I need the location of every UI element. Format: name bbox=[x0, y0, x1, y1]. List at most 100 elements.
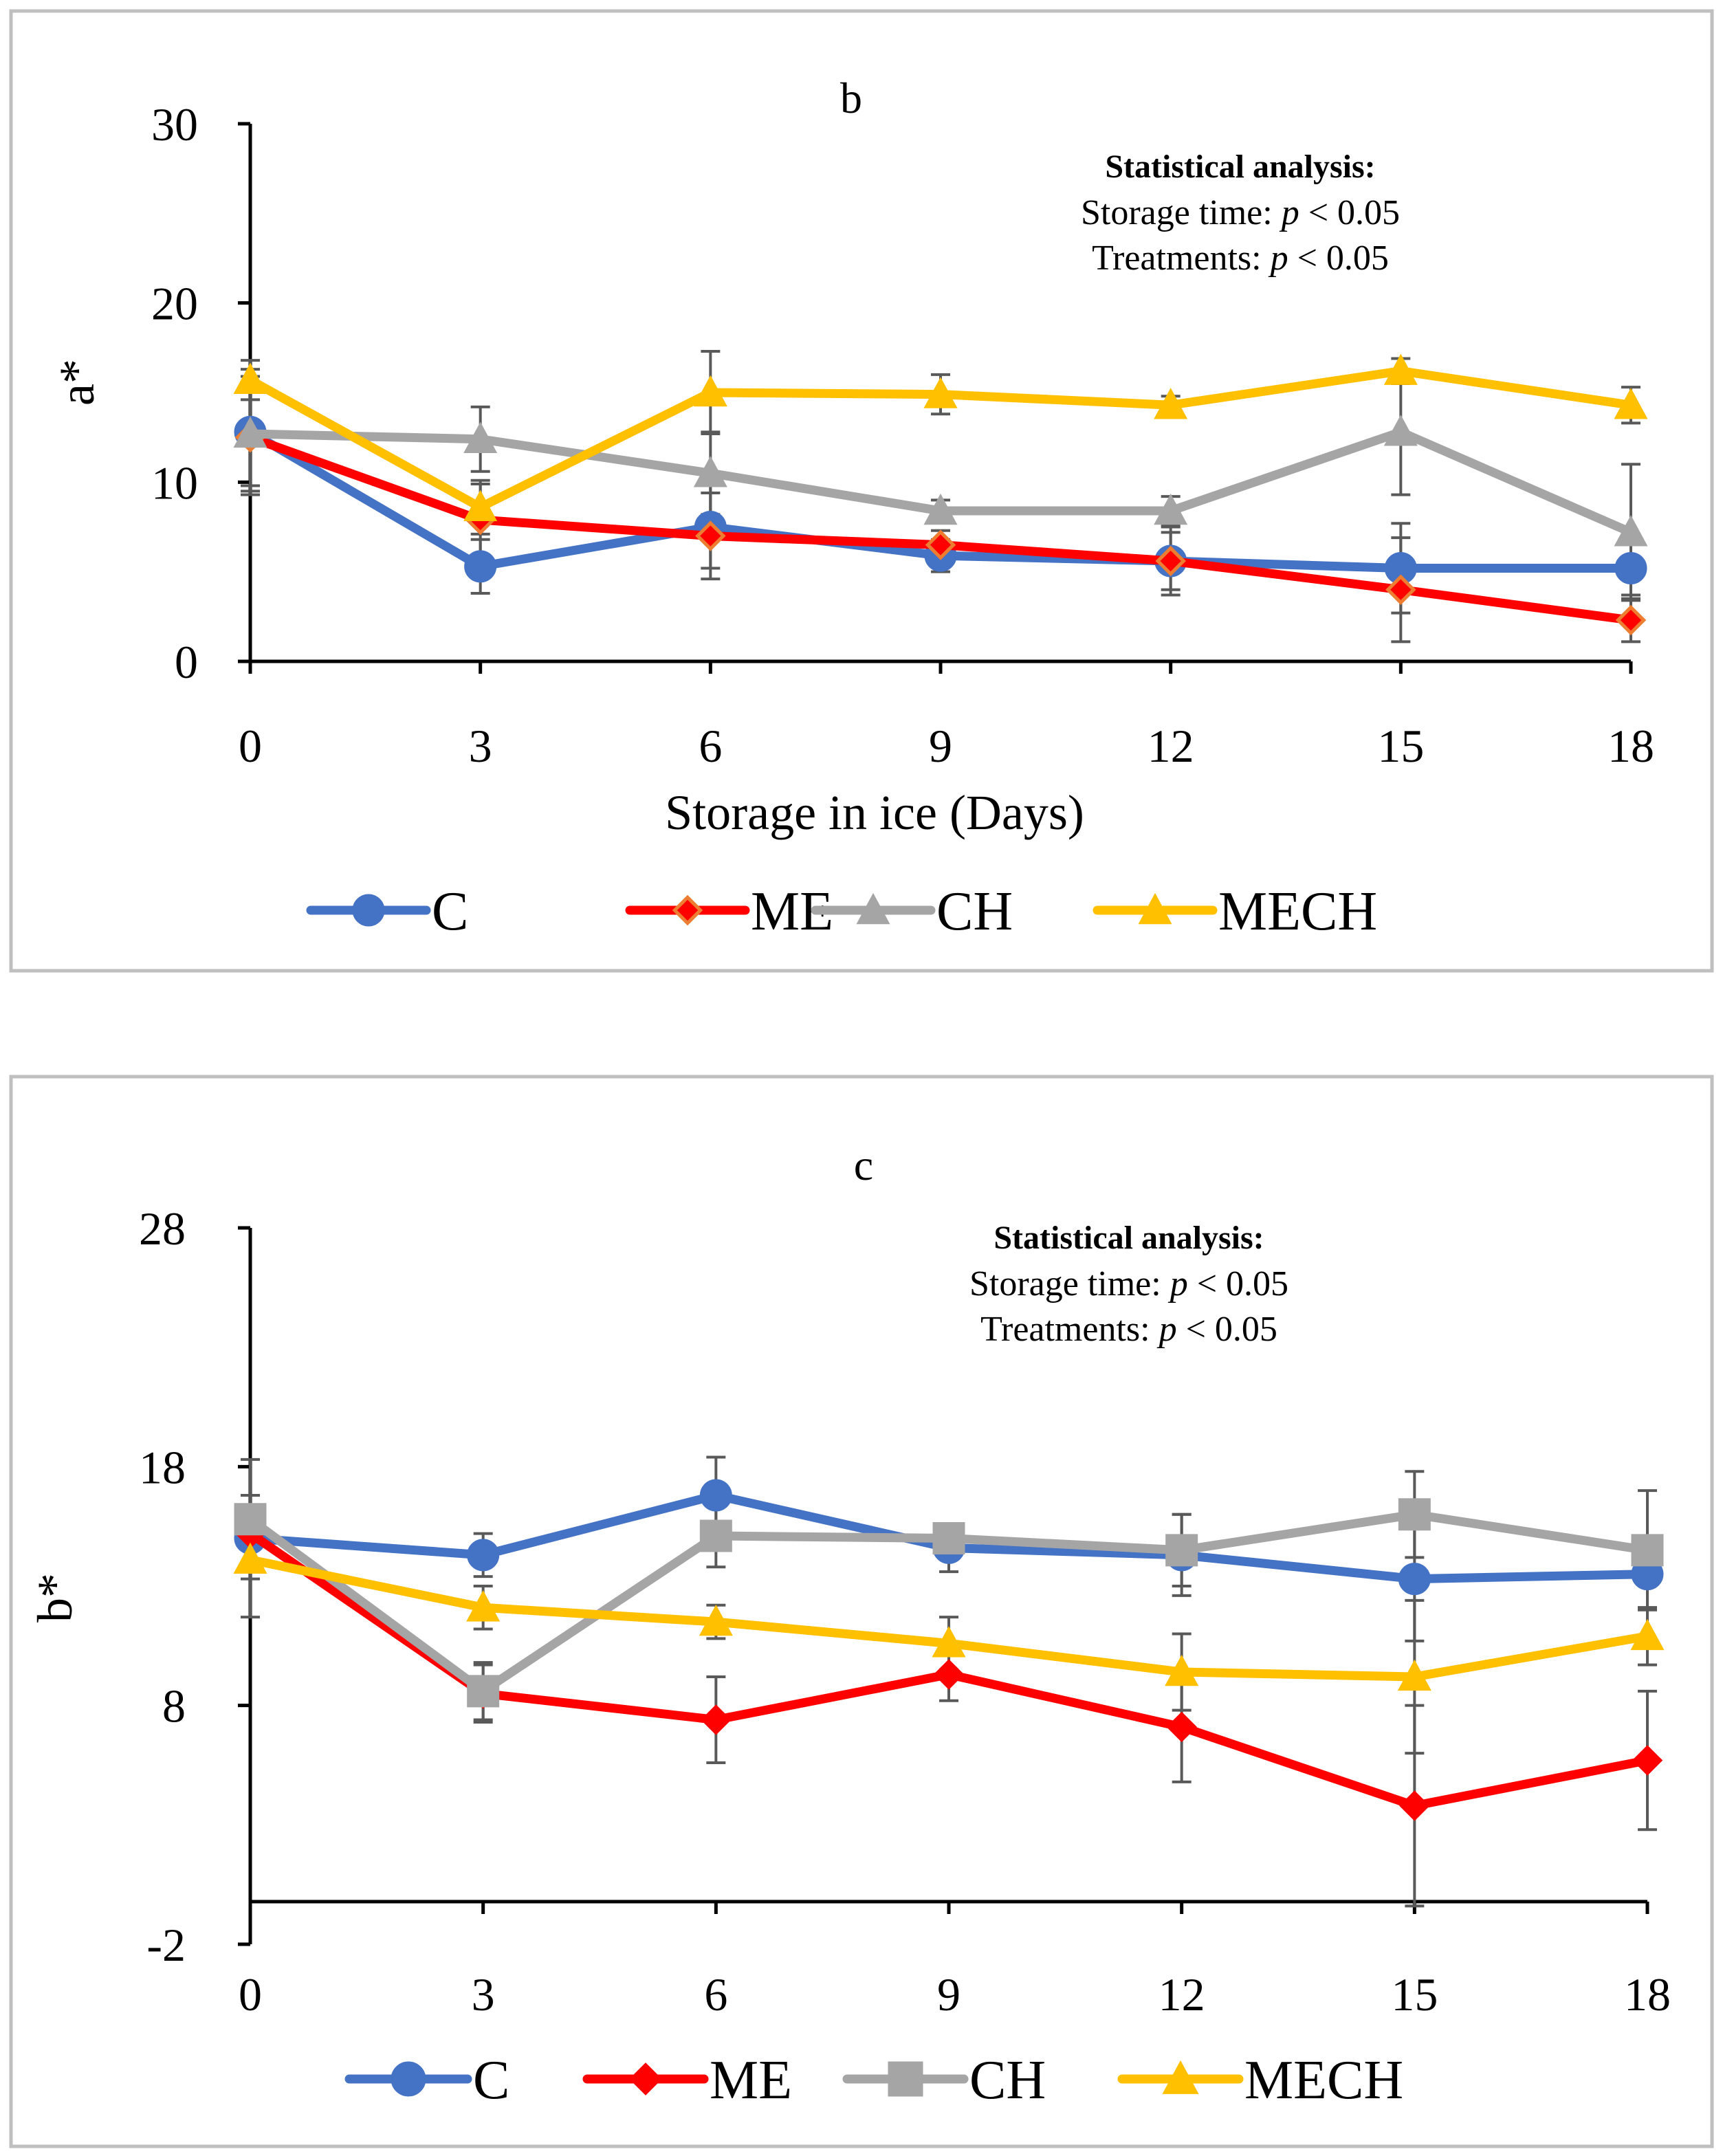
legend-label: MECH bbox=[1244, 2050, 1403, 2111]
panel-b-stats-treatments: Treatments: p < 0.05 bbox=[1092, 239, 1389, 278]
legend-label: MECH bbox=[1218, 881, 1377, 942]
legend-marker bbox=[856, 892, 890, 925]
panel-b-y-axis-title: a* bbox=[50, 359, 105, 406]
panel-b-x-axis-title: Storage in ice (Days) bbox=[665, 785, 1084, 840]
panel-c-point-mech bbox=[233, 1542, 267, 1574]
panel-b-point-ch bbox=[1383, 415, 1418, 446]
panel-b-point-mech bbox=[233, 362, 267, 394]
panel-b-x-tick-label: 12 bbox=[1148, 720, 1194, 772]
panel-b-legend-item-c: C bbox=[306, 881, 468, 942]
panel-b-stats-storage-time: Storage time: p < 0.05 bbox=[1081, 193, 1400, 232]
panel-c-y-tick-label: 28 bbox=[139, 1202, 186, 1255]
panel-b-point-me bbox=[695, 520, 726, 551]
panel-c-stats: Statistical analysis: Storage time: p < … bbox=[969, 1220, 1288, 1349]
panel-b-x-tick-label: 6 bbox=[699, 720, 722, 772]
panel-b-stats-title: Statistical analysis: bbox=[1105, 148, 1375, 185]
panel-c-point-c bbox=[699, 1479, 732, 1512]
panel-c-x-tick-label: 3 bbox=[472, 1968, 495, 2021]
panel-c-stats-treatments: Treatments: p < 0.05 bbox=[980, 1310, 1277, 1349]
legend-marker bbox=[888, 2061, 923, 2097]
panel-b-point-me bbox=[1615, 604, 1647, 636]
panel-c-point-mech bbox=[699, 1604, 733, 1636]
panel-b-point-ch bbox=[233, 416, 267, 448]
panel-b-legend: C ME CH MECH bbox=[306, 881, 1377, 942]
panel-b-y-tick-label: 20 bbox=[151, 278, 198, 330]
panel-c-point-c bbox=[1398, 1563, 1431, 1596]
panel-b-point-me bbox=[1385, 574, 1416, 605]
panel-c-y-axis-title: b* bbox=[28, 1573, 83, 1622]
panel-c-point-mech bbox=[1165, 1654, 1199, 1686]
panel-b-point-mech bbox=[1154, 388, 1188, 419]
panel-c-stats-storage-time: Storage time: p < 0.05 bbox=[969, 1264, 1288, 1304]
panel-b-x-tick-label: 9 bbox=[929, 720, 952, 772]
panel-c-legend-item-c: C bbox=[344, 2050, 509, 2111]
panel-c: c Statistical analysis: Storage time: p … bbox=[9, 1075, 1714, 2148]
panel-b-x-tick-label: 3 bbox=[469, 720, 492, 772]
panel-c-point-mech bbox=[466, 1590, 501, 1622]
panel-c-y-tick-label: 18 bbox=[139, 1441, 186, 1493]
panel-b-point-me bbox=[925, 529, 956, 560]
panel-c-point-ch bbox=[234, 1503, 267, 1536]
panel-c-plot: -2 8 18 28 0 3 6 9 12 15 18 bbox=[139, 1202, 1671, 2021]
panel-b-y-tick-label: 30 bbox=[151, 98, 198, 151]
panel-c-point-mech bbox=[1397, 1659, 1431, 1691]
panel-b-point-ch bbox=[923, 493, 958, 525]
panel-c-x-tick-label: 0 bbox=[239, 1968, 262, 2021]
panel-c-point-ch bbox=[1631, 1534, 1664, 1567]
panel-b-y-tick-label: 0 bbox=[175, 636, 198, 688]
panel-b-point-ch bbox=[693, 456, 727, 487]
panel-b-point-mech bbox=[693, 375, 727, 407]
legend-label: ME bbox=[710, 2050, 792, 2111]
legend-label: CH bbox=[936, 881, 1013, 942]
panel-b-plot: 0 10 20 30 0 3 6 9 12 15 18 bbox=[151, 98, 1654, 772]
panel-c-point-ch bbox=[699, 1519, 732, 1552]
panel-b-point-mech bbox=[1614, 388, 1648, 419]
panel-c-frame bbox=[9, 1075, 1714, 2148]
legend-marker bbox=[629, 2062, 662, 2096]
legend-marker bbox=[1162, 2060, 1199, 2094]
panel-c-point-ch bbox=[467, 1675, 500, 1708]
panel-b-point-ch bbox=[1614, 515, 1648, 547]
panel-b-x-tick-label: 18 bbox=[1607, 720, 1654, 772]
panel-c-point-me bbox=[1166, 1711, 1197, 1743]
panel-b-legend-item-ch: CH bbox=[811, 881, 1013, 942]
panel-b-x-tick-label: 0 bbox=[239, 720, 262, 772]
panel-b-point-me bbox=[1155, 545, 1186, 577]
panel-b-point-c bbox=[1614, 551, 1647, 584]
panel-b-point-ch bbox=[463, 421, 498, 453]
panel-c-point-ch bbox=[932, 1522, 965, 1555]
panel-c-point-ch bbox=[1165, 1534, 1198, 1567]
panel-b-point-mech bbox=[463, 490, 498, 522]
panel-b-letter: b bbox=[840, 74, 862, 122]
panel-c-legend: C ME CH MECH bbox=[344, 2050, 1403, 2111]
panel-b-stats: Statistical analysis: Storage time: p < … bbox=[1081, 148, 1400, 278]
panel-c-x-tick-label: 15 bbox=[1391, 1968, 1438, 2021]
panel-c-point-ch bbox=[1398, 1498, 1431, 1531]
panel-c-x-tick-label: 12 bbox=[1159, 1968, 1205, 2021]
panel-b-y-tick-label: 10 bbox=[151, 456, 198, 509]
panel-c-point-me bbox=[1632, 1745, 1663, 1776]
panel-b-point-ch bbox=[1154, 493, 1188, 525]
panel-c-y-tick-label: 8 bbox=[162, 1680, 186, 1732]
legend-marker bbox=[391, 2061, 426, 2097]
panel-c-letter: c bbox=[854, 1141, 873, 1189]
panel-c-y-tick-label: -2 bbox=[146, 1919, 186, 1971]
legend-marker bbox=[1138, 892, 1172, 925]
panel-c-x-tick-label: 9 bbox=[937, 1968, 961, 2021]
panel-b-point-mech bbox=[923, 377, 958, 408]
panel-b-frame bbox=[9, 9, 1714, 973]
panel-b-legend-item-mech: MECH bbox=[1093, 881, 1377, 942]
panel-c-legend-item-mech: MECH bbox=[1117, 2050, 1403, 2111]
panel-c-x-tick-label: 6 bbox=[704, 1968, 727, 2021]
legend-label: C bbox=[432, 881, 468, 942]
panel-b-point-c bbox=[464, 550, 497, 583]
panel-c-x-tick-label: 18 bbox=[1624, 1968, 1671, 2021]
legend-label: CH bbox=[969, 2050, 1046, 2111]
panel-c-point-me bbox=[1399, 1790, 1430, 1821]
legend-marker bbox=[352, 894, 385, 927]
panel-b-point-mech bbox=[1383, 353, 1418, 385]
legend-marker bbox=[672, 894, 703, 926]
panel-c-point-mech bbox=[1630, 1618, 1665, 1651]
panel-b: b Statistical analysis: Storage time: p … bbox=[9, 9, 1714, 973]
